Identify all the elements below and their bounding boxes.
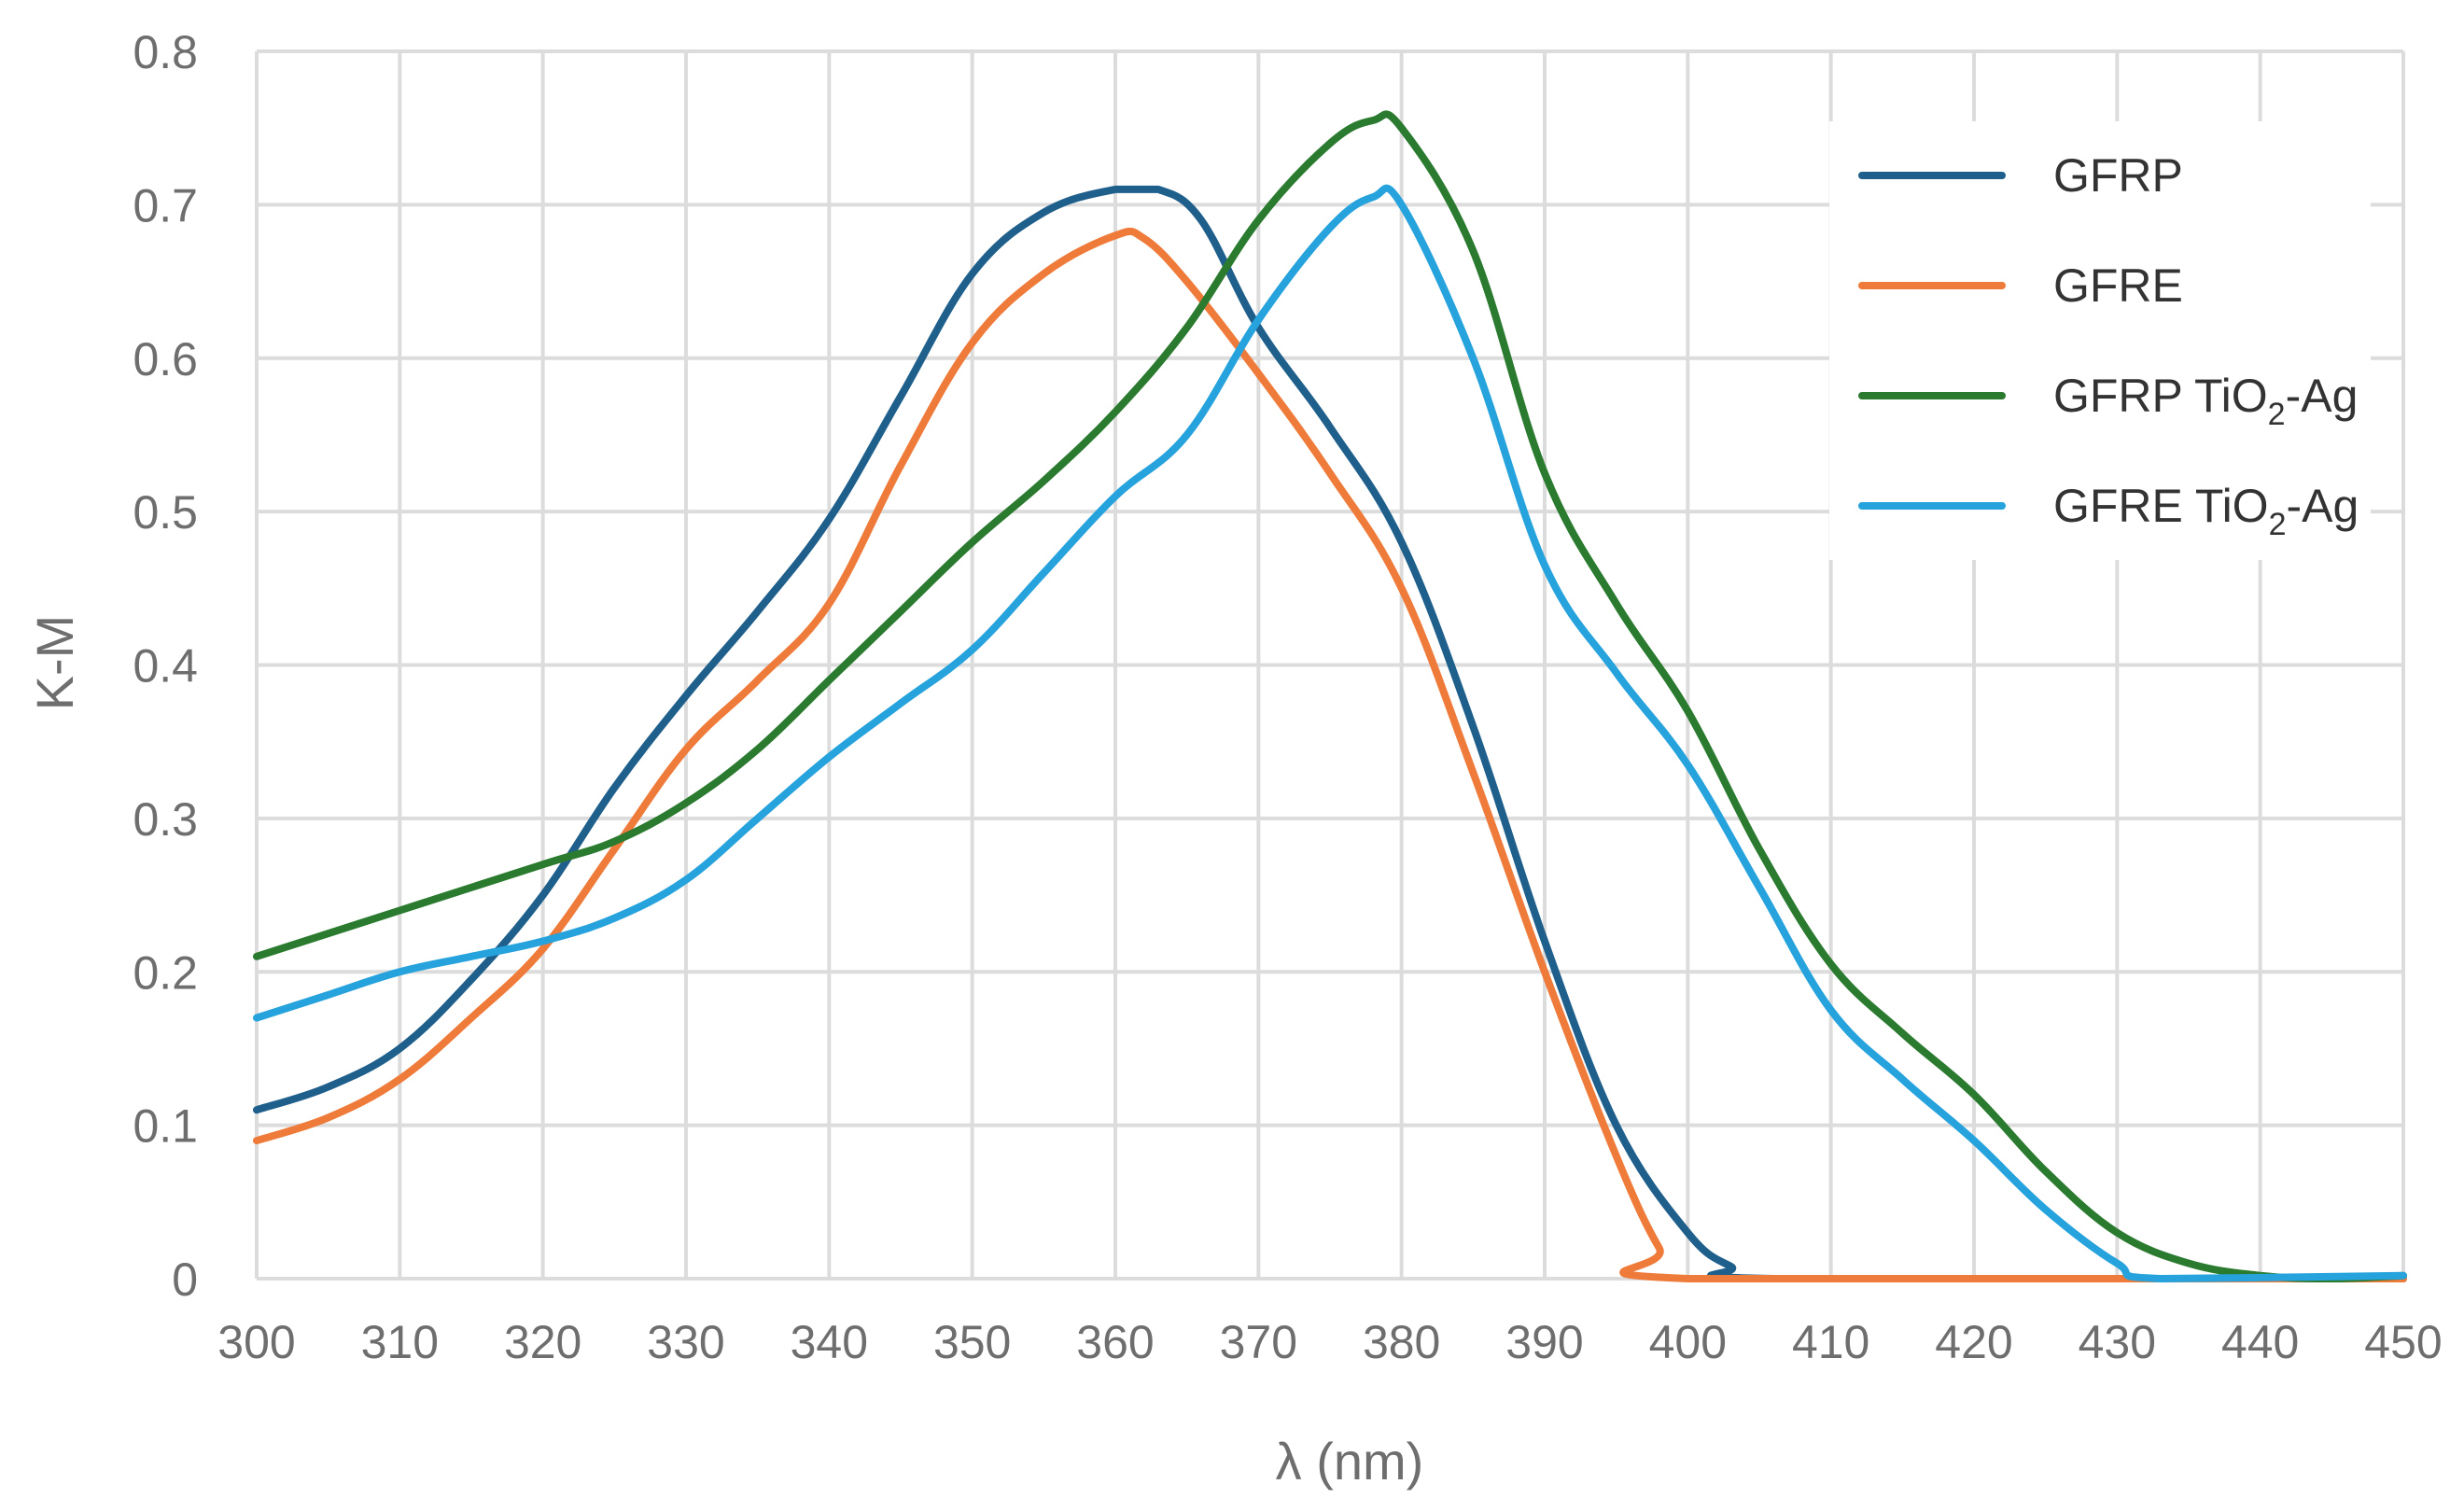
y-tick-label: 0.2 — [133, 946, 198, 999]
legend-text-suffix: -Ag — [2286, 370, 2359, 422]
x-tick-labels: 300 310 320 330 340 350 360 370 380 390 400 410 420 4… — [217, 1316, 2442, 1368]
y-tick-labels: 0 0.1 0.2 0.3 0.4 0.5 0.6 0.7 0.8 — [133, 26, 198, 1306]
y-tick-label: 0.3 — [133, 793, 198, 846]
legend-text-main: GFRE — [2053, 259, 2183, 312]
legend-text-subscript: 2 — [2269, 507, 2287, 542]
y-tick-label: 0.1 — [133, 1100, 198, 1153]
legend-label-gfrp: GFRP — [2053, 149, 2183, 202]
legend-label-gfre: GFRE — [2053, 259, 2183, 312]
x-tick-label: 300 — [217, 1316, 295, 1368]
x-tick-label: 420 — [1935, 1316, 2012, 1368]
legend-background — [1829, 121, 2371, 560]
x-axis-label: λ (nm) — [1276, 1432, 1424, 1491]
x-tick-label: 440 — [2221, 1316, 2299, 1368]
x-tick-label: 450 — [2364, 1316, 2442, 1368]
legend-text-suffix: -Ag — [2287, 480, 2359, 532]
x-tick-label: 390 — [1505, 1316, 1583, 1368]
x-tick-label: 370 — [1220, 1316, 1297, 1368]
legend-label-gfrp-tio2-ag: GFRP TiO2-Ag — [2053, 370, 2358, 432]
x-tick-label: 320 — [504, 1316, 581, 1368]
x-tick-label: 330 — [647, 1316, 724, 1368]
y-tick-label: 0.8 — [133, 26, 198, 78]
series-line-gfrp-tio2-ag — [253, 110, 2407, 1282]
series-line-gfre — [253, 227, 2407, 1283]
legend-text-main: GFRP TiO — [2053, 370, 2268, 422]
x-tick-label: 400 — [1649, 1316, 1727, 1368]
series-line-gfre-tio2-ag — [253, 184, 2407, 1282]
series-line-gfrp — [253, 185, 2407, 1283]
y-tick-label: 0 — [172, 1253, 198, 1306]
x-tick-label: 310 — [361, 1316, 439, 1368]
y-tick-label: 0.7 — [133, 179, 198, 231]
y-tick-label: 0.5 — [133, 486, 198, 539]
y-axis-label: K-M — [25, 615, 84, 711]
legend-text-main: GFRE TiO — [2053, 480, 2269, 532]
x-tick-label: 430 — [2079, 1316, 2156, 1368]
legend-text-subscript: 2 — [2268, 397, 2286, 432]
x-tick-label: 350 — [933, 1316, 1011, 1368]
x-tick-label: 340 — [791, 1316, 868, 1368]
y-tick-label: 0.4 — [133, 640, 198, 693]
legend-label-gfre-tio2-ag: GFRE TiO2-Ag — [2053, 480, 2359, 542]
series-lines — [253, 110, 2407, 1283]
legend-text-main: GFRP — [2053, 149, 2183, 202]
x-tick-label: 380 — [1363, 1316, 1440, 1368]
y-tick-label: 0.6 — [133, 333, 198, 385]
x-tick-label: 410 — [1792, 1316, 1869, 1368]
x-tick-label: 360 — [1076, 1316, 1154, 1368]
